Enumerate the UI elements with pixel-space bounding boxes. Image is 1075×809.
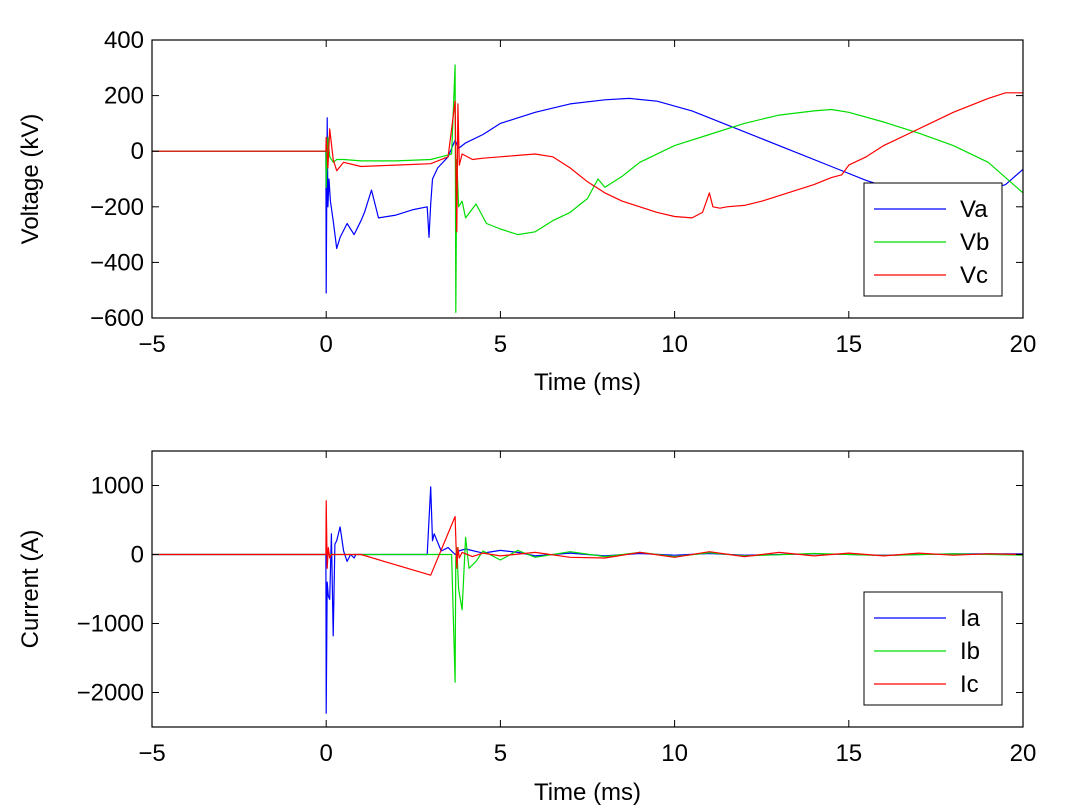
legend-box	[863, 182, 1003, 297]
x-tick-label: 15	[835, 331, 862, 358]
y-axis-label: Current (A)	[17, 530, 44, 649]
plot-frame	[151, 39, 1024, 319]
y-tick-label: −200	[90, 194, 144, 221]
x-tick-label: 10	[661, 331, 688, 358]
series-line-ic	[152, 500, 1023, 576]
legend-label-ic: Ic	[960, 671, 979, 698]
x-tick-label: 10	[661, 740, 688, 767]
series-line-vc	[152, 92, 1023, 233]
x-tick-label: 20	[1010, 740, 1037, 767]
x-tick-label: 0	[320, 331, 333, 358]
y-tick-label: 200	[104, 83, 144, 110]
legend-label-va: Va	[960, 196, 988, 223]
y-tick-label: −400	[90, 249, 144, 276]
legend-label-vc: Vc	[960, 262, 988, 289]
x-tick-label: 0	[320, 740, 333, 767]
y-tick-label: 400	[104, 27, 144, 54]
x-tick-label: 5	[494, 331, 507, 358]
x-tick-label: 20	[1010, 331, 1037, 358]
y-tick-label: −600	[90, 305, 144, 332]
legend: Ia Ib Ic	[863, 591, 1003, 706]
y-tick-label: −1000	[77, 611, 144, 638]
legend-label-ia: Ia	[960, 605, 981, 632]
series-line-va	[152, 97, 1023, 294]
x-axis-label: Time (ms)	[534, 369, 641, 396]
legend: Va Vb Vc	[863, 182, 1003, 297]
plot-frame	[151, 450, 1024, 728]
legend-label-vb: Vb	[960, 229, 989, 256]
y-tick-label: 1000	[91, 473, 144, 500]
x-tick-label: 15	[835, 740, 862, 767]
y-tick-label: −2000	[77, 680, 144, 707]
panel-2: −5 0 5 10 15 20 1000 0 −1000 −2000 Time (ms) Curren…	[17, 450, 1037, 806]
y-axis-label: Voltage (kV)	[17, 114, 44, 245]
y-tick-label: 0	[131, 542, 144, 569]
x-tick-label: −5	[138, 331, 165, 358]
series-group	[152, 486, 1023, 714]
x-tick-label: 5	[494, 740, 507, 767]
y-tick-label: 0	[131, 138, 144, 165]
x-axis-label: Time (ms)	[534, 779, 641, 806]
series-group	[152, 64, 1023, 313]
series-line-vb	[152, 64, 1023, 313]
x-tick-label: −5	[138, 740, 165, 767]
legend-box	[863, 591, 1003, 706]
legend-label-ib: Ib	[960, 638, 980, 665]
panel-1: −5 0 5 10 15 20 400 200 0 −200 −400 −600 Time (ms) Vo…	[17, 27, 1036, 396]
